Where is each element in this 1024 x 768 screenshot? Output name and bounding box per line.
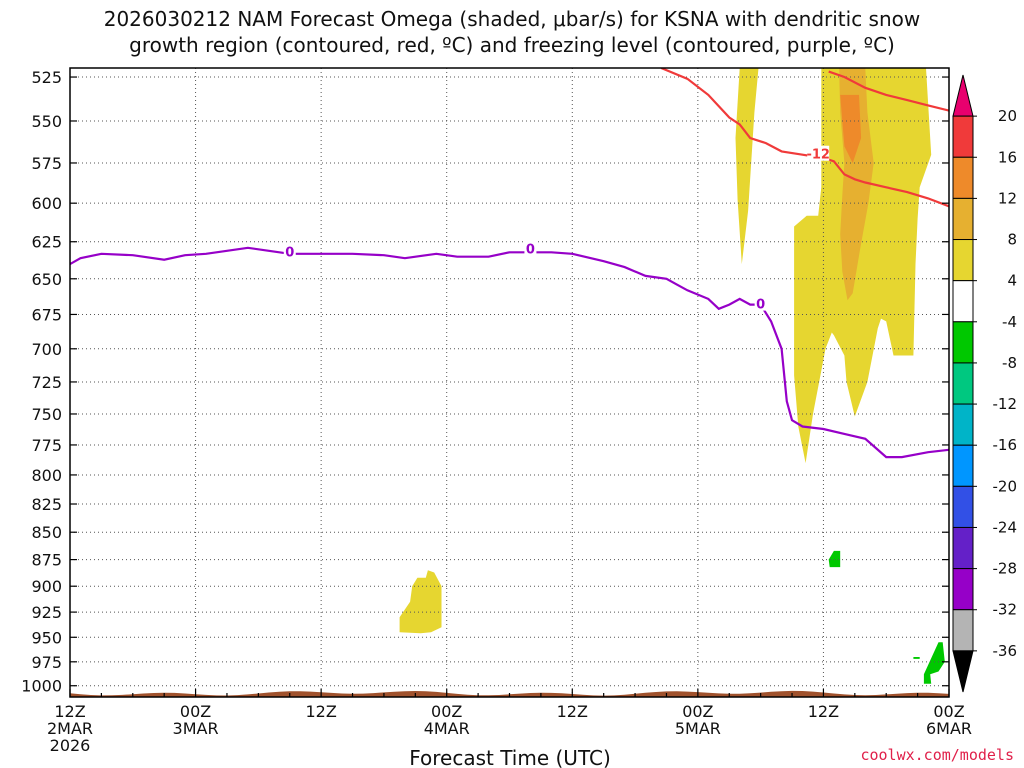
freezing-label-bg-2	[754, 295, 767, 311]
colorbar-segment-9	[952, 444, 974, 487]
colorbar-label-10: -24	[993, 518, 1018, 536]
freezing-label-bg-1	[524, 240, 537, 256]
x-axis-title: Forecast Time (UTC)	[409, 746, 611, 768]
y-tick-label-900: 900	[31, 577, 62, 596]
colorbar-label-7: -12	[993, 395, 1018, 413]
omega-region-6	[923, 642, 945, 684]
freezing-level-line	[70, 246, 949, 459]
x-tick-label-72-0: 12Z	[808, 702, 839, 721]
x-tick-label-60-1: 5MAR	[675, 719, 721, 738]
colorbar-segment-8	[952, 403, 974, 446]
x-tick-label-0-0: 12Z	[54, 702, 85, 721]
colorbar-label-2: 12	[998, 189, 1017, 207]
colorbar-label-8: -16	[993, 436, 1018, 454]
colorbar-segment-0	[952, 74, 974, 117]
omega-region-7	[913, 657, 920, 659]
dgz-label-bg	[807, 145, 830, 161]
y-tick-label-975: 975	[31, 653, 62, 672]
colorbar-label-13: -36	[993, 642, 1018, 660]
colorbar-label-5: -4	[1002, 313, 1017, 331]
colorbar-segment-3	[952, 197, 974, 241]
colorbar-label-4: 4	[1007, 272, 1017, 290]
colorbar-segment-13	[952, 609, 974, 652]
y-tick-label-850: 850	[31, 523, 62, 542]
omega-region-5	[828, 550, 841, 568]
omega-region-1	[794, 68, 932, 464]
colorbar-segment-4	[952, 239, 974, 282]
colorbar-segment-1	[952, 115, 974, 158]
dgz-contour-line-upper	[828, 70, 949, 112]
x-tick-label-84-0: 00Z	[933, 702, 964, 721]
colorbar-label-0: 20	[998, 107, 1017, 125]
y-tick-label-700: 700	[31, 340, 62, 359]
y-tick-label-925: 925	[31, 603, 62, 622]
y-tick-label-775: 775	[31, 436, 62, 455]
colorbar-label-1: 16	[998, 148, 1017, 166]
colorbar-segment-2	[952, 156, 974, 199]
y-tick-label-825: 825	[31, 495, 62, 514]
y-tick-label-675: 675	[31, 305, 62, 324]
y-tick-label-525: 525	[31, 68, 62, 87]
colorbar-segment-10	[952, 485, 974, 528]
dgz-contour-label: -12	[806, 148, 830, 163]
title-line-2: growth region (contoured, red, ºC) and f…	[129, 33, 895, 57]
y-tick-label-950: 950	[31, 628, 62, 647]
y-tick-label-550: 550	[31, 112, 62, 131]
y-tick-label-575: 575	[31, 154, 62, 173]
colorbar-segment-14	[952, 650, 974, 693]
credit-text: coolwx.com/models	[860, 746, 1014, 764]
x-tick-label-12-1: 3MAR	[173, 719, 219, 738]
freezing-level-label-2: 0	[756, 298, 765, 313]
colorbar-label-6: -8	[1002, 354, 1017, 372]
omega-region-4	[399, 570, 442, 634]
x-tick-label-0-1: 2MAR	[47, 719, 93, 738]
y-tick-label-650: 650	[31, 270, 62, 289]
colorbar-segment-7	[952, 362, 974, 405]
y-tick-label-625: 625	[31, 233, 62, 252]
y-tick-label-600: 600	[31, 194, 62, 213]
x-tick-label-36-1: 4MAR	[424, 719, 470, 738]
colorbar-segment-6	[952, 321, 974, 364]
colorbar-label-3: 8	[1007, 231, 1017, 249]
freezing-level-label-0: 0	[285, 245, 294, 260]
y-tick-label-875: 875	[31, 551, 62, 570]
colorbar-label-9: -20	[993, 477, 1018, 495]
colorbar-segment-5	[952, 280, 974, 323]
title-line-1: 2026030212 NAM Forecast Omega (shaded, μ…	[103, 7, 921, 31]
omega-region-0	[735, 68, 759, 265]
x-tick-label-36-0: 00Z	[431, 702, 462, 721]
y-tick-label-1000: 1000	[21, 677, 62, 696]
y-tick-label-750: 750	[31, 405, 62, 424]
colorbar-label-11: -28	[993, 560, 1018, 578]
omega-region-3	[840, 94, 862, 163]
x-tick-label-48-0: 12Z	[557, 702, 588, 721]
x-tick-label-12-0: 00Z	[180, 702, 211, 721]
freezing-label-bg-0	[283, 243, 296, 259]
y-tick-label-800: 800	[31, 466, 62, 485]
colorbar-segment-11	[952, 526, 974, 570]
x-tick-label-84-1: 6MAR	[926, 719, 972, 738]
colorbar-label-12: -32	[993, 601, 1018, 619]
x-tick-label-0-2: 2026	[50, 736, 91, 755]
freezing-level-label-1: 0	[526, 242, 535, 257]
y-tick-label-725: 725	[31, 373, 62, 392]
x-tick-label-60-0: 00Z	[682, 702, 713, 721]
x-tick-label-24-0: 12Z	[305, 702, 336, 721]
colorbar-segment-12	[952, 568, 974, 611]
